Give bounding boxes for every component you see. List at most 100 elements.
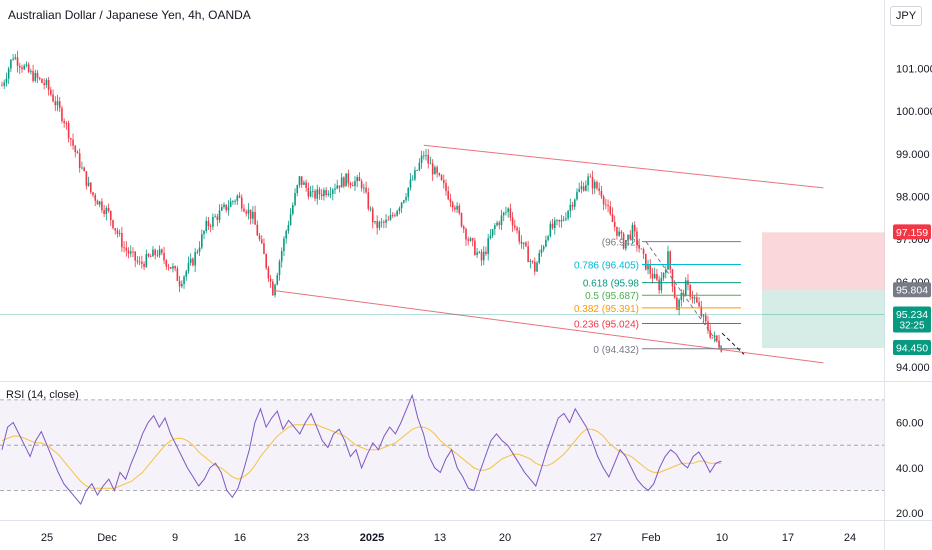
candle — [292, 202, 294, 216]
candle-body — [571, 204, 574, 207]
candle-body — [360, 181, 363, 189]
rsi-indicator-label[interactable]: RSI (14, close) — [6, 389, 79, 401]
candle-body — [587, 176, 589, 186]
candle-body — [320, 194, 323, 197]
candle — [360, 178, 363, 192]
candle-body — [540, 249, 543, 254]
candle-body — [240, 197, 243, 209]
candle — [391, 212, 394, 218]
candle — [547, 234, 549, 242]
candle — [367, 187, 370, 211]
time-tick-label: 2025 — [360, 532, 384, 544]
candle — [212, 213, 214, 231]
candle — [138, 256, 141, 266]
candle-body — [351, 185, 354, 187]
candle-body — [636, 231, 638, 245]
candle-body — [101, 201, 103, 211]
candle-body — [673, 286, 676, 298]
price-tick-label: 100.000 — [896, 106, 932, 118]
candle-body — [440, 175, 443, 181]
candle-body — [365, 187, 367, 193]
candle-body — [494, 225, 496, 229]
candle-body — [622, 233, 625, 249]
candle — [365, 181, 367, 194]
candle — [172, 263, 174, 273]
candle-body — [218, 210, 221, 220]
candle-body — [680, 293, 683, 300]
candle — [316, 184, 319, 205]
time-axis: 25 Dec 9 16 23 2025 13 20 27 Feb 10 17 24 — [41, 532, 856, 544]
time-tick-label: Feb — [642, 532, 661, 544]
currency-button[interactable]: JPY — [890, 6, 922, 26]
candle-body — [658, 279, 660, 291]
candle-body — [442, 180, 445, 184]
candle — [294, 188, 296, 207]
candle — [585, 180, 587, 192]
candle-body — [187, 262, 190, 272]
candle-body — [656, 273, 658, 280]
candle-body — [141, 261, 143, 264]
candle — [434, 165, 436, 175]
candle-body — [385, 219, 387, 223]
candle — [83, 166, 85, 172]
candle-body — [156, 254, 159, 256]
candle-body — [303, 182, 305, 185]
candle — [343, 176, 345, 189]
candle-body — [642, 249, 645, 254]
candle-body — [232, 201, 234, 202]
candle — [414, 166, 416, 182]
candle — [534, 257, 536, 276]
candle-body — [469, 238, 472, 241]
time-tick-label: 10 — [716, 532, 728, 544]
candle — [573, 198, 576, 210]
candle — [587, 173, 589, 192]
candle — [287, 220, 290, 234]
symbol-title: Australian Dollar / Japanese Yen, 4h, OA… — [8, 8, 251, 22]
candle-body — [74, 145, 77, 153]
candle-body — [509, 208, 512, 218]
candle-body — [491, 228, 494, 236]
candle-body — [600, 190, 603, 197]
candle — [132, 247, 134, 258]
candle — [32, 64, 34, 83]
candle-body — [496, 222, 498, 226]
candle-body — [243, 208, 245, 212]
candle — [90, 182, 92, 195]
candle — [500, 210, 503, 230]
candle-body — [478, 251, 481, 253]
fib-level-label: 0.382 (95.391) — [574, 304, 639, 315]
candle-body — [549, 223, 552, 237]
candle-body — [407, 187, 410, 198]
candle-body — [41, 78, 43, 83]
candle — [47, 77, 50, 96]
candle-body — [560, 219, 563, 222]
candle — [318, 186, 321, 200]
candle — [245, 209, 247, 217]
candle-body — [207, 220, 210, 227]
candle-body — [698, 302, 700, 307]
candle — [269, 274, 272, 288]
candle — [607, 199, 609, 213]
candle-body — [576, 191, 578, 200]
candle-body — [629, 234, 632, 240]
candle-body — [178, 280, 181, 287]
candle — [152, 246, 154, 257]
candle — [176, 265, 179, 282]
candle-body — [569, 204, 572, 212]
candle-body — [87, 182, 90, 186]
candle-body — [192, 258, 194, 266]
candle-body — [334, 188, 336, 190]
candle-body — [143, 263, 145, 267]
candle — [662, 272, 665, 281]
candle — [198, 241, 201, 257]
candle-body — [38, 77, 41, 79]
candle — [238, 192, 241, 199]
candle — [169, 266, 172, 270]
candle — [525, 241, 527, 248]
candle-body — [664, 269, 667, 273]
candle-body — [511, 217, 514, 226]
candle — [571, 201, 574, 211]
candle — [267, 266, 270, 282]
candle — [43, 78, 45, 90]
